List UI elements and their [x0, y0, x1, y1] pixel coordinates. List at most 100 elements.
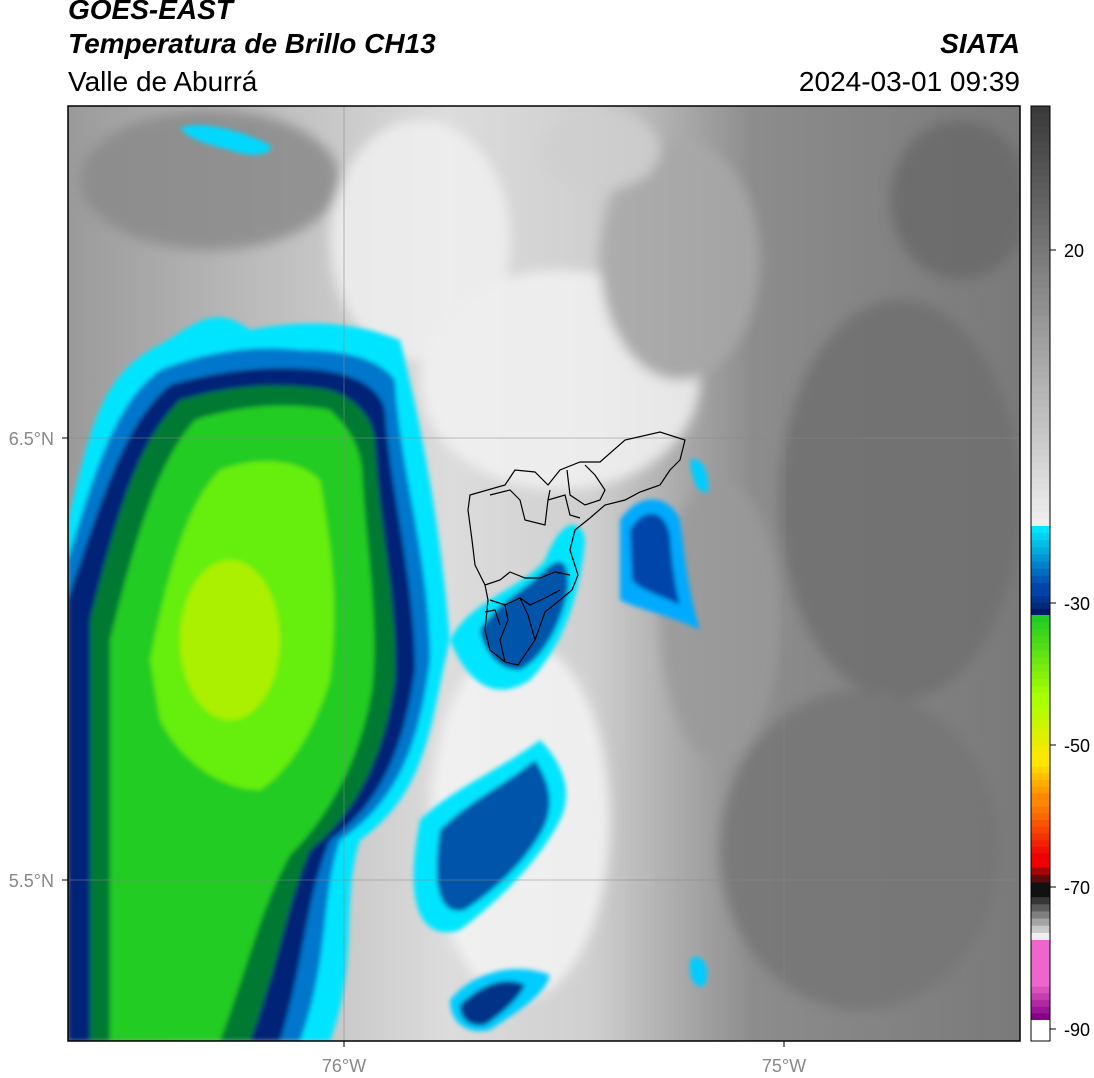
colorbar-step — [1031, 773, 1050, 781]
colorbar-step — [1031, 519, 1050, 527]
colorbar-step — [1031, 498, 1050, 506]
colorbar-step — [1031, 1006, 1050, 1014]
colorbar: 20 -30 -50 -70 -90 — [1030, 105, 1090, 1042]
colorbar-step — [1031, 840, 1050, 848]
region-subtitle: Valle de Aburrá — [68, 66, 258, 97]
colorbar-tick-minus70: -70 — [1064, 878, 1090, 898]
colorbar-step — [1031, 596, 1050, 603]
colorbar-step — [1031, 946, 1050, 954]
colorbar-step — [1031, 379, 1050, 387]
colorbar-step — [1031, 211, 1050, 219]
colorbar-step — [1031, 608, 1050, 616]
colorbar-step — [1031, 512, 1050, 520]
colorbar-step — [1031, 664, 1050, 673]
colorbar-step — [1031, 733, 1050, 741]
lon-label-75w: 75°W — [762, 1056, 806, 1076]
colorbar-step — [1031, 615, 1050, 623]
colorbar-step — [1031, 753, 1050, 761]
colorbar-step — [1031, 575, 1050, 584]
colorbar-step — [1031, 1000, 1050, 1008]
colorbar-step — [1031, 986, 1050, 994]
colorbar-step — [1031, 657, 1050, 666]
colorbar-step — [1031, 470, 1050, 478]
colorbar-step — [1031, 643, 1050, 651]
colorbar-step — [1031, 897, 1050, 905]
colorbar-step — [1031, 183, 1050, 191]
colorbar-step — [1031, 421, 1050, 429]
colorbar-step — [1031, 561, 1050, 570]
colorbar-step — [1031, 428, 1050, 436]
colorbar-step — [1031, 414, 1050, 422]
colorbar-step — [1031, 309, 1050, 317]
colorbar-step — [1031, 239, 1050, 247]
colorbar-step — [1031, 692, 1050, 701]
colorbar-step — [1031, 449, 1050, 457]
colorbar-step — [1031, 966, 1050, 974]
colorbar-step — [1031, 993, 1050, 1001]
satellite-title: GOES-EAST — [68, 0, 233, 25]
colorbar-step — [1031, 113, 1050, 121]
colorbar-step — [1031, 442, 1050, 450]
colorbar-step — [1031, 932, 1050, 941]
colorbar-step — [1031, 650, 1050, 658]
colorbar-step — [1031, 629, 1050, 637]
colorbar-step — [1031, 197, 1050, 205]
colorbar-step — [1031, 700, 1050, 708]
lon-label-76w: 76°W — [322, 1056, 366, 1076]
colorbar-step — [1031, 940, 1050, 948]
product-title: Temperatura de Brillo CH13 — [68, 28, 436, 59]
colorbar-step — [1031, 281, 1050, 289]
colorbar-step — [1031, 636, 1050, 644]
colorbar-step — [1031, 602, 1050, 610]
brightness-temperature-field — [68, 106, 1020, 1041]
colorbar-step — [1031, 780, 1050, 788]
colorbar-step — [1031, 456, 1050, 464]
colorbar-step — [1031, 407, 1050, 415]
colorbar-step — [1031, 330, 1050, 338]
colorbar-step — [1031, 337, 1050, 345]
colorbar-tick-minus30: -30 — [1064, 594, 1090, 614]
convective-cloud-main — [68, 317, 450, 1041]
colorbar-step — [1031, 253, 1050, 261]
colorbar-step — [1031, 980, 1050, 988]
colorbar-step — [1031, 316, 1050, 324]
colorbar-step — [1031, 820, 1050, 828]
colorbar-step — [1031, 134, 1050, 142]
colorbar-step — [1031, 540, 1050, 548]
colorbar-step — [1031, 120, 1050, 128]
colorbar-step — [1031, 505, 1050, 513]
colorbar-step — [1031, 295, 1050, 303]
colorbar-step — [1031, 953, 1050, 961]
colorbar-step — [1031, 713, 1050, 721]
colorbar-step — [1031, 267, 1050, 275]
colorbar-step — [1031, 190, 1050, 198]
municipal-boundaries — [467, 431, 686, 666]
colorbar-step — [1031, 288, 1050, 296]
colorbar-step — [1031, 867, 1050, 876]
colorbar-step — [1031, 526, 1050, 534]
colorbar-color-steps — [1031, 106, 1050, 1042]
colorbar-step — [1031, 806, 1050, 814]
colorbar-step — [1031, 547, 1050, 555]
colorbar-step — [1031, 169, 1050, 177]
colorbar-step — [1031, 590, 1050, 597]
colorbar-step — [1031, 491, 1050, 499]
colorbar-step — [1031, 685, 1050, 694]
colorbar-frame — [1030, 105, 1051, 1042]
colorbar-tick-20: 20 — [1064, 241, 1084, 261]
colorbar-step — [1031, 365, 1050, 373]
colorbar-step — [1031, 813, 1050, 821]
colorbar-tick-minus90: -90 — [1064, 1020, 1090, 1040]
colorbar-step — [1031, 582, 1050, 591]
colorbar-step — [1031, 393, 1050, 401]
colorbar-step — [1031, 148, 1050, 156]
colorbar-step — [1031, 344, 1050, 352]
colorbar-step — [1031, 260, 1050, 268]
colorbar-step — [1031, 846, 1050, 854]
colorbar-step — [1031, 533, 1050, 541]
colorbar-step — [1031, 218, 1050, 226]
colorbar-step — [1031, 925, 1050, 934]
colorbar-step — [1031, 671, 1050, 680]
colorbar-step — [1031, 918, 1050, 927]
agency-label: SIATA — [940, 28, 1020, 59]
